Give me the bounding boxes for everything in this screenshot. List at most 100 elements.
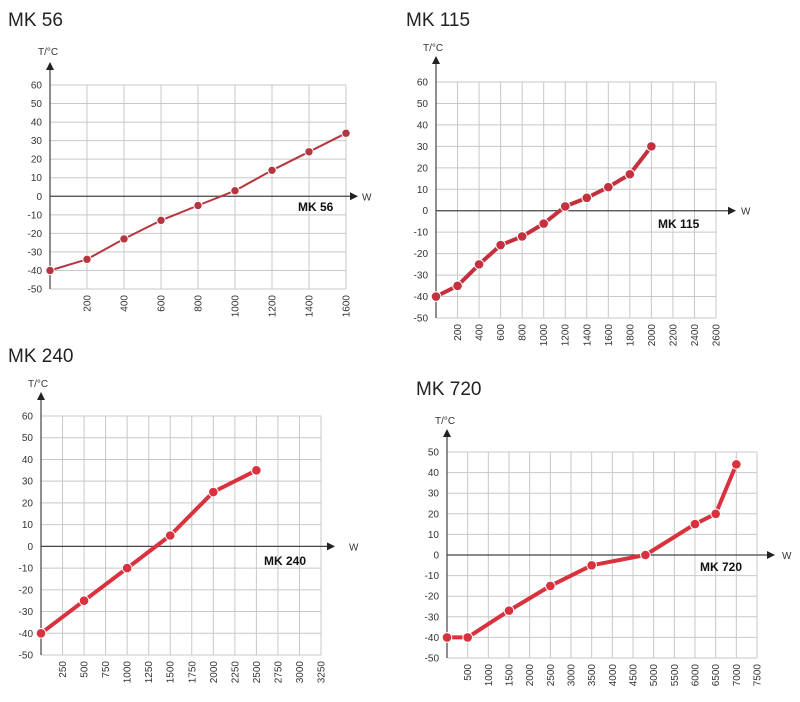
chart-title: MK 56 — [8, 10, 63, 31]
y-tick-label: 0 — [433, 551, 439, 562]
series-label: MK 115 — [658, 217, 700, 231]
y-tick-label: -10 — [425, 571, 440, 582]
x-axis-label: W — [782, 551, 792, 562]
y-tick-label: 50 — [417, 99, 429, 110]
y-tick-label: -50 — [425, 654, 440, 665]
x-tick-label: 600 — [496, 324, 507, 341]
data-point — [45, 265, 55, 276]
chart-title: MK 240 — [8, 346, 73, 367]
data-point — [164, 530, 176, 541]
y-tick-label: -20 — [28, 229, 43, 240]
x-tick-label: 1200 — [268, 295, 279, 318]
x-tick-label: 1200 — [561, 324, 572, 347]
y-tick-label: 20 — [31, 155, 43, 166]
y-tick-label: 50 — [22, 433, 34, 444]
y-tick-label: 40 — [22, 455, 34, 466]
x-tick-label: 750 — [101, 661, 112, 678]
y-tick-label: -30 — [19, 607, 34, 618]
data-point — [452, 280, 463, 292]
x-tick-label: 500 — [80, 661, 91, 678]
x-tick-label: 5000 — [649, 664, 660, 687]
data-point — [581, 192, 593, 204]
y-tick-label: 10 — [31, 173, 43, 184]
x-tick-label: 600 — [157, 295, 168, 312]
x-tick-label: 1600 — [342, 295, 353, 318]
x-tick-label: 1500 — [505, 664, 516, 687]
y-tick-label: 10 — [22, 520, 34, 531]
data-point — [193, 200, 203, 211]
data-point — [121, 562, 133, 574]
chart-title: MK 720 — [416, 379, 481, 400]
chart-title: MK 115 — [406, 10, 470, 31]
y-axis-arrow-icon — [432, 56, 440, 64]
y-tick-label: 0 — [27, 542, 33, 553]
y-tick-label: 0 — [422, 206, 428, 217]
y-tick-label: -10 — [414, 228, 429, 239]
y-tick-label: -30 — [28, 247, 43, 258]
x-tick-label: 5500 — [670, 664, 681, 687]
y-axis-label: T/°C — [38, 47, 58, 58]
y-tick-label: 50 — [428, 448, 440, 459]
x-tick-label: 1000 — [539, 324, 550, 347]
y-axis-label: T/°C — [28, 379, 48, 390]
y-tick-label: 60 — [22, 412, 34, 423]
y-axis-label: T/°C — [423, 43, 443, 54]
series-line — [39, 468, 259, 636]
x-axis-arrow-icon — [767, 551, 775, 559]
y-tick-label: 10 — [417, 185, 429, 196]
y-tick-label: -50 — [19, 651, 34, 662]
x-axis-arrow-icon — [350, 192, 358, 201]
y-axis-arrow-icon — [37, 392, 45, 400]
x-axis-label: W — [349, 542, 359, 553]
data-point — [267, 165, 277, 176]
data-point — [516, 231, 528, 242]
x-axis-arrow-icon — [327, 542, 335, 551]
data-point — [35, 627, 47, 639]
data-point — [538, 218, 549, 229]
series-label: MK 56 — [298, 200, 334, 214]
x-tick-label: 1000 — [484, 664, 495, 687]
x-tick-label: 3000 — [567, 664, 578, 687]
data-point — [82, 254, 92, 265]
y-tick-label: 0 — [36, 192, 42, 203]
data-point — [119, 234, 129, 244]
data-point — [640, 549, 651, 561]
x-tick-label: 1600 — [604, 324, 615, 347]
x-tick-label: 2000 — [647, 324, 658, 347]
y-tick-label: -30 — [414, 271, 429, 282]
y-tick-label: 10 — [428, 530, 440, 541]
x-tick-label: 2250 — [230, 661, 241, 684]
y-tick-label: -50 — [414, 314, 429, 325]
data-point — [78, 595, 90, 606]
x-axis-arrow-icon — [728, 206, 736, 215]
x-tick-label: 4000 — [608, 664, 619, 687]
data-point — [545, 580, 556, 592]
y-tick-label: 30 — [428, 489, 440, 500]
x-tick-label: 2000 — [525, 664, 536, 687]
y-tick-label: -40 — [414, 292, 429, 303]
x-tick-label: 200 — [83, 295, 94, 312]
y-tick-label: -50 — [28, 285, 43, 296]
x-tick-label: 7000 — [732, 664, 743, 687]
x-tick-label: 800 — [194, 295, 205, 312]
x-axis-label: W — [362, 192, 372, 203]
chart-panel-4: MK 720 50 40 30 20 10 0 -10 -20 -30 -40 -50 500 1000 1… — [416, 379, 792, 686]
x-tick-label: 2200 — [668, 324, 679, 347]
x-tick-label: 2000 — [209, 661, 220, 684]
data-point — [462, 632, 473, 643]
data-point — [689, 518, 701, 530]
y-axis-label: T/°C — [435, 416, 455, 427]
x-tick-label: 1000 — [231, 295, 242, 318]
data-point — [441, 632, 453, 643]
x-tick-label: 1800 — [625, 324, 636, 347]
x-tick-label: 7500 — [753, 664, 764, 687]
data-point — [559, 201, 571, 212]
x-tick-label: 2500 — [252, 661, 263, 684]
x-tick-label: 400 — [120, 295, 131, 312]
x-tick-label: 1400 — [582, 324, 593, 347]
data-point — [230, 186, 240, 196]
y-tick-label: -30 — [425, 612, 440, 623]
y-tick-label: 40 — [428, 468, 440, 479]
y-tick-label: -40 — [28, 266, 43, 277]
